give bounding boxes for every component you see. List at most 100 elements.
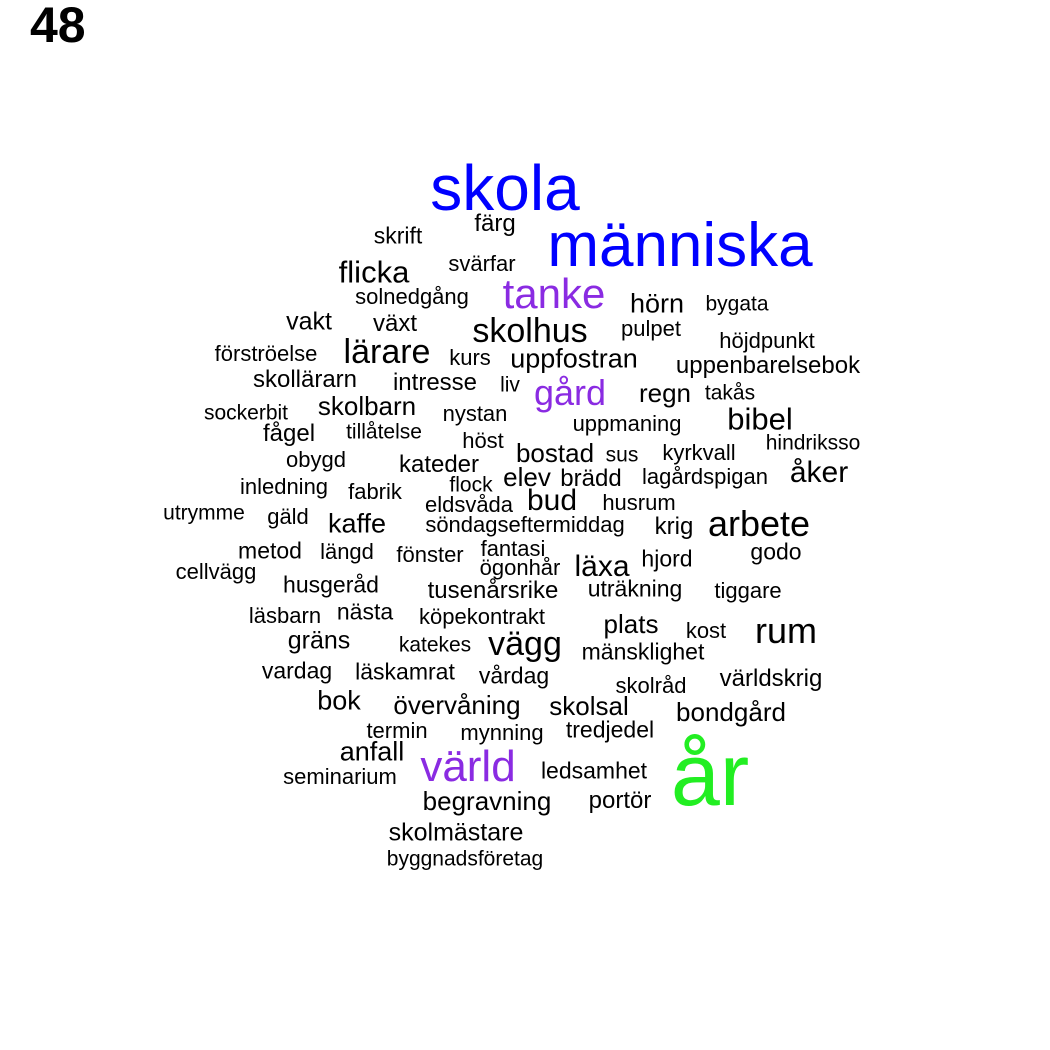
word-cloud-term: takås (704, 381, 756, 405)
word-cloud-term: hörn (629, 288, 685, 319)
word-cloud-term: brädd (560, 465, 622, 492)
word-cloud-term: portör (588, 787, 652, 814)
word-cloud-term: utrymme (163, 501, 245, 525)
word-cloud-term: pulpet (621, 316, 681, 341)
word-cloud-term: fantasi (480, 536, 546, 561)
word-cloud-term: kost (685, 618, 727, 643)
word-cloud-term: termin (366, 718, 428, 743)
word-cloud-term: plats (603, 609, 659, 639)
word-cloud-term: husrum (602, 490, 676, 515)
page-number: 48 (30, 0, 86, 53)
word-cloud-term: hindriksso (765, 431, 861, 455)
word-cloud-term: godo (750, 538, 802, 565)
word-cloud-term: tiggare (714, 578, 782, 603)
word-cloud-term: arbete (707, 503, 811, 544)
word-cloud-term: lagårdspigan (642, 464, 768, 489)
word-cloud-term: flicka (338, 254, 410, 290)
word-cloud-term: elev (503, 462, 551, 492)
word-cloud-term: katekes (398, 633, 472, 657)
word-cloud-term: krig (654, 513, 694, 540)
word-cloud-term: kateder (398, 451, 480, 478)
word-cloud-term: nystan (442, 401, 508, 426)
word-cloud-term: läxa (574, 550, 630, 583)
word-cloud-term: anfall (339, 736, 405, 767)
word-cloud-term: skrift (373, 222, 423, 249)
word-cloud-term: tusenårsrike (427, 577, 559, 604)
word-cloud-term: obygd (286, 447, 346, 472)
word-cloud-term: fågel (262, 420, 316, 447)
word-cloud-term: byggnadsföretag (386, 847, 544, 871)
word-cloud-term: begravning (422, 786, 552, 816)
word-cloud-term: skola (430, 152, 580, 224)
word-cloud-term: skolsal (549, 691, 629, 721)
word-cloud-term: sus (605, 443, 639, 467)
word-cloud-term: vardag (261, 657, 333, 684)
word-cloud-term: kyrkvall (662, 440, 736, 465)
word-cloud-term: längd (320, 539, 374, 564)
word-cloud-term: övervåning (393, 690, 521, 720)
word-cloud-term: kaffe (327, 508, 387, 539)
word-cloud-term: åker (789, 456, 849, 489)
word-cloud-term: vägg (488, 625, 562, 663)
word-cloud-term: söndagseftermiddag (425, 512, 625, 537)
word-cloud-term: skolråd (615, 673, 687, 698)
word-cloud-term: världskrig (719, 665, 823, 692)
word-cloud-term: lärare (343, 333, 431, 371)
word-cloud-term: fönster (396, 542, 464, 567)
word-cloud-term: läskamrat (355, 658, 455, 685)
word-cloud-term: förströelse (214, 341, 318, 366)
word-cloud-term: fabrik (348, 479, 402, 504)
word-cloud-term: inledning (239, 474, 329, 499)
word-cloud-term: bostad (515, 438, 595, 468)
word-cloud-term: höjdpunkt (719, 328, 815, 353)
word-cloud-term: liv (500, 373, 520, 397)
word-cloud-term: vårdag (478, 662, 550, 689)
word-cloud-term: bygata (705, 292, 769, 316)
word-cloud-term: skollärarn (252, 366, 358, 393)
word-cloud-term: köpekontrakt (419, 604, 545, 629)
word-cloud-term: ögonhår (479, 555, 561, 580)
word-cloud-term: uppfostran (510, 343, 638, 374)
word-cloud-term: svärfar (448, 251, 516, 276)
word-cloud-term: gräns (287, 626, 351, 655)
word-cloud-term: vakt (286, 307, 332, 336)
word-cloud-term: nästa (336, 598, 394, 625)
word-cloud-term: läsbarn (248, 603, 322, 628)
word-cloud-term: tillåtelse (346, 420, 422, 444)
word-cloud-term: regn (638, 378, 692, 408)
word-cloud-term: värld (420, 742, 516, 791)
word-cloud-term: solnedgång (355, 284, 469, 309)
word-cloud-term: gård (533, 372, 607, 413)
word-cloud-term: mynning (460, 720, 544, 745)
word-cloud-term: skolhus (472, 312, 588, 350)
word-cloud-term: sockerbit (203, 401, 289, 425)
word-cloud-term: bondgård (676, 697, 786, 727)
word-cloud-term: uträkning (587, 575, 683, 602)
word-cloud-term: höst (462, 428, 504, 453)
word-cloud-term: skolmästare (388, 818, 524, 847)
word-cloud-term: uppmaning (572, 411, 682, 436)
word-cloud-term: seminarium (283, 764, 397, 789)
word-cloud-term: rum (755, 610, 817, 651)
word-cloud-term: gäld (267, 504, 309, 529)
word-cloud-term: bok (317, 685, 361, 716)
word-cloud-term: eldsvåda (424, 492, 514, 517)
word-cloud-term: cellvägg (175, 559, 257, 584)
word-cloud-term: färg (474, 210, 516, 237)
word-cloud-term: tanke (502, 270, 606, 317)
word-cloud-term: bibel (727, 401, 793, 437)
word-cloud-term: människa (547, 211, 813, 280)
word-cloud-term: ledsamhet (540, 757, 648, 784)
word-cloud-term: metod (238, 537, 302, 564)
word-cloud-term: kurs (449, 345, 491, 370)
word-cloud-term: år (670, 725, 750, 824)
word-cloud-term: skolbarn (317, 391, 417, 421)
word-cloud-term: växt (372, 310, 418, 337)
word-cloud-term: hjord (641, 545, 693, 572)
word-cloud-term: tredjedel (565, 716, 655, 743)
word-cloud-term: uppenbarelsebok (675, 352, 861, 379)
word-cloud-term: flock (449, 473, 493, 497)
word-cloud-term: husgeråd (283, 571, 379, 598)
word-cloud-term: bud (526, 484, 578, 517)
